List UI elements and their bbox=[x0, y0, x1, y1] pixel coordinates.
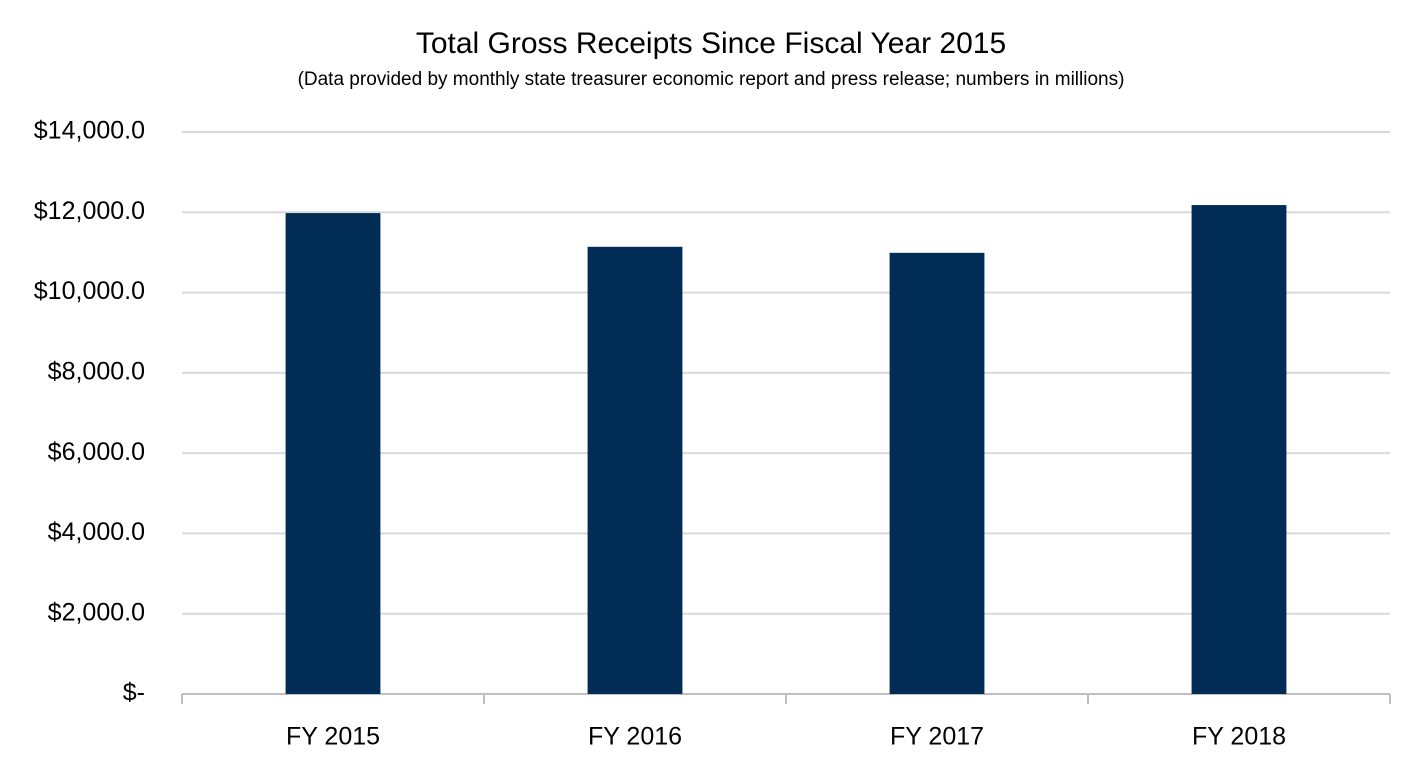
y-tick-label: $4,000.0 bbox=[48, 518, 145, 546]
y-tick-label: $8,000.0 bbox=[48, 357, 145, 385]
x-tick-label: FY 2018 bbox=[1192, 723, 1286, 751]
bar bbox=[285, 213, 381, 695]
x-tick-label: FY 2015 bbox=[286, 723, 380, 751]
y-tick-label: $6,000.0 bbox=[48, 438, 145, 466]
y-tick-label: $2,000.0 bbox=[48, 598, 145, 626]
chart-title: Total Gross Receipts Since Fiscal Year 2… bbox=[416, 27, 1006, 60]
x-tick-label: FY 2016 bbox=[588, 723, 682, 751]
y-tick-label: $- bbox=[123, 679, 145, 707]
bar bbox=[889, 252, 985, 694]
x-tick-label: FY 2017 bbox=[890, 723, 984, 751]
y-tick-label: $12,000.0 bbox=[34, 197, 145, 225]
bar bbox=[1191, 205, 1287, 694]
bar bbox=[587, 246, 683, 694]
y-tick-label: $10,000.0 bbox=[34, 277, 145, 305]
y-tick-label: $14,000.0 bbox=[34, 117, 145, 145]
chart-subtitle: (Data provided by monthly state treasure… bbox=[298, 69, 1125, 90]
